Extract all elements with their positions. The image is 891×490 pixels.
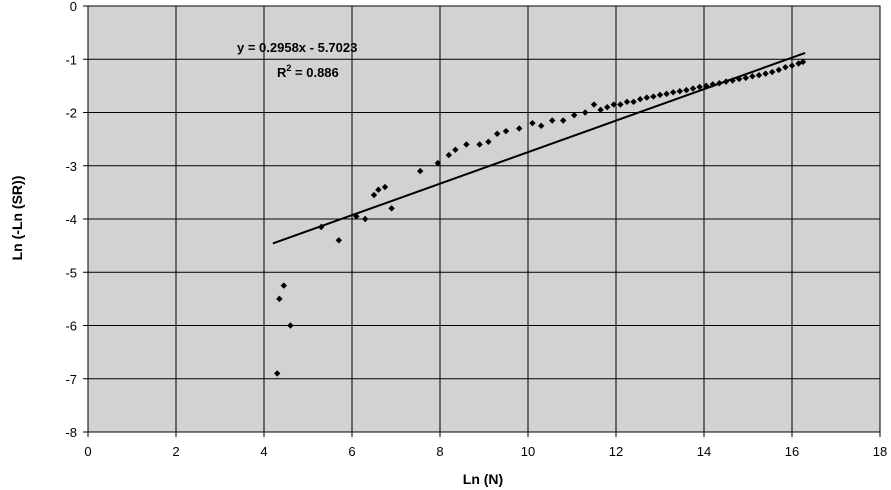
r-squared-label: R2 = 0.886 <box>277 63 339 80</box>
y-axis-ticks: 0 -1 -2 -3 -4 -5 -6 -7 -8 <box>65 0 88 440</box>
data-point <box>276 295 283 303</box>
y-axis-title: Ln (-Ln (SR)) <box>9 176 25 261</box>
data-point <box>445 151 452 159</box>
data-point <box>755 72 763 79</box>
y-tick-label: -4 <box>65 212 77 227</box>
data-point <box>381 183 389 191</box>
data-point <box>274 370 281 377</box>
data-point <box>434 159 441 167</box>
x-tick-label: 14 <box>697 444 711 459</box>
data-point <box>623 98 631 106</box>
y-tick-label: -7 <box>65 372 77 387</box>
r-squared-symbol: R <box>277 65 287 80</box>
data-point <box>676 88 683 95</box>
x-tick-label: 18 <box>873 444 887 459</box>
x-axis-title: Ln (N) <box>463 471 503 487</box>
data-point <box>582 109 589 116</box>
data-point <box>610 101 617 108</box>
r-squared-value: = 0.886 <box>291 65 338 80</box>
data-point <box>663 90 670 98</box>
data-point <box>388 205 395 212</box>
data-point <box>560 117 567 124</box>
x-tick-label: 8 <box>436 444 443 459</box>
gridlines <box>88 6 880 432</box>
data-point <box>650 93 657 100</box>
data-point <box>502 127 510 135</box>
data-point <box>516 125 523 132</box>
y-tick-label: -3 <box>65 159 77 174</box>
data-point <box>590 101 598 108</box>
x-tick-label: 10 <box>521 444 535 459</box>
data-point <box>769 68 776 76</box>
data-point <box>683 86 690 94</box>
data-point <box>494 130 501 137</box>
data-point <box>795 60 802 67</box>
data-point <box>529 119 536 127</box>
data-point <box>696 83 703 91</box>
data-point <box>729 77 736 84</box>
x-axis-ticks: 0 2 4 6 8 10 12 14 16 18 <box>84 432 887 459</box>
data-point <box>362 215 369 223</box>
data-point <box>775 66 782 74</box>
y-tick-label: -5 <box>65 265 77 280</box>
y-tick-label: -1 <box>65 52 77 67</box>
data-point <box>287 322 294 329</box>
data-point <box>749 73 756 80</box>
x-tick-label: 0 <box>84 444 91 459</box>
x-tick-label: 2 <box>172 444 179 459</box>
data-point <box>656 91 664 99</box>
x-tick-label: 4 <box>260 444 267 459</box>
data-point <box>630 98 637 106</box>
trendline-equation: y = 0.2958x - 5.7023 <box>237 40 357 55</box>
data-point <box>335 237 342 244</box>
data-point <box>280 282 287 289</box>
data-point <box>762 70 769 77</box>
data-point <box>370 191 378 199</box>
data-point <box>617 101 624 108</box>
data-point <box>597 106 604 114</box>
data-point <box>670 89 677 96</box>
data-point <box>463 141 470 148</box>
data-point <box>689 85 697 92</box>
data-point <box>742 74 749 82</box>
data-point <box>637 95 644 103</box>
y-tick-label: 0 <box>70 0 77 14</box>
data-points <box>274 58 807 377</box>
y-tick-label: -2 <box>65 106 77 121</box>
x-tick-label: 6 <box>348 444 355 459</box>
y-tick-label: -8 <box>65 425 77 440</box>
data-point <box>799 58 807 66</box>
data-point <box>709 81 716 88</box>
data-point <box>571 111 578 119</box>
data-point <box>604 103 611 111</box>
data-point <box>485 138 492 145</box>
data-point <box>549 117 556 124</box>
data-point <box>788 62 796 69</box>
data-point <box>782 64 789 71</box>
data-point <box>476 141 483 148</box>
data-point <box>375 186 382 193</box>
x-tick-label: 16 <box>785 444 799 459</box>
data-point <box>417 167 424 175</box>
y-tick-label: -6 <box>65 319 77 334</box>
data-point <box>643 94 650 101</box>
x-tick-label: 12 <box>609 444 623 459</box>
data-point <box>538 122 545 130</box>
data-point <box>703 82 710 90</box>
trendline <box>272 51 806 245</box>
r-squared-exponent: 2 <box>286 63 291 73</box>
data-point <box>452 146 459 153</box>
data-point <box>736 75 743 83</box>
